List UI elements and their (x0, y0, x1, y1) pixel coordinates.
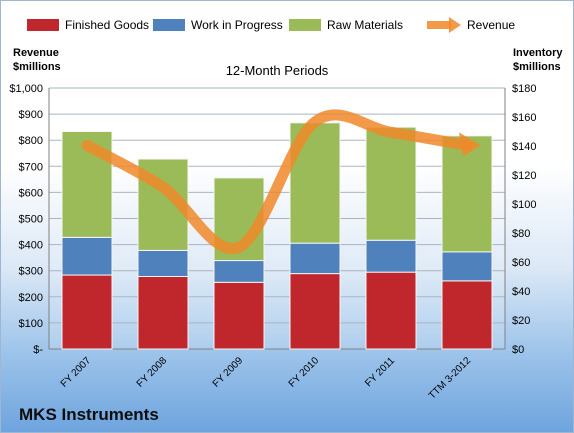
bar-finished-goods (289, 273, 341, 350)
left-tick-label: $300 (19, 266, 43, 278)
bar-finished-goods (441, 280, 493, 350)
legend-label: Work in Progress (191, 18, 283, 32)
legend-label: Raw Materials (327, 18, 403, 32)
legend-label: Revenue (467, 18, 515, 32)
company-name: MKS Instruments (19, 405, 159, 424)
left-tick-label: $200 (19, 292, 43, 304)
right-tick-label: $0 (512, 344, 524, 356)
left-axis-label-line1: Revenue (13, 47, 59, 59)
right-tick-label: $80 (512, 228, 530, 240)
x-tick-label: FY 2009 (211, 355, 246, 390)
legend-arrow-revenue (449, 17, 461, 33)
left-tick-label: $400 (19, 240, 43, 252)
left-tick-label: $- (33, 344, 43, 356)
right-tick-label: $160 (512, 112, 536, 124)
x-tick-label: FY 2011 (363, 355, 397, 389)
bar-raw-materials (365, 126, 417, 241)
legend-swatch-work-in-progress (153, 19, 185, 31)
bar-raw-materials (441, 135, 493, 253)
right-tick-label: $20 (512, 315, 530, 327)
bar-finished-goods (213, 281, 265, 350)
left-tick-label: $500 (19, 214, 43, 226)
bar-work-in-progress (365, 239, 417, 273)
chart-title: 12-Month Periods (226, 63, 329, 78)
left-tick-label: $900 (19, 109, 43, 121)
revenue-arrowhead (459, 132, 481, 157)
x-tick-label: FY 2008 (135, 355, 170, 390)
left-tick-label: $800 (19, 135, 43, 147)
left-tick-label: $700 (19, 161, 43, 173)
left-tick-label: $100 (19, 318, 43, 330)
x-tick-label: TTM 3-2012 (427, 355, 474, 402)
bar-finished-goods (365, 271, 417, 350)
left-tick-label: $1,000 (9, 83, 43, 95)
bar-finished-goods (137, 276, 189, 350)
legend-label: Finished Goods (65, 18, 149, 32)
right-tick-label: $120 (512, 170, 536, 182)
x-tick-label: FY 2010 (287, 355, 322, 390)
left-axis-label-line2: $millions (13, 61, 61, 73)
right-tick-label: $100 (512, 199, 536, 211)
legend-swatch-raw-materials (289, 19, 321, 31)
bar-finished-goods (61, 274, 113, 350)
bar-work-in-progress (441, 251, 493, 282)
legend-swatch-finished-goods (27, 19, 59, 31)
right-axis-label-line2: $millions (513, 61, 561, 73)
right-tick-label: $60 (512, 257, 530, 269)
bar-work-in-progress (61, 236, 113, 276)
revenue-line (81, 109, 473, 255)
bar-work-in-progress (137, 249, 189, 277)
right-tick-label: $180 (512, 83, 536, 95)
left-tick-label: $600 (19, 187, 43, 199)
right-tick-label: $140 (512, 141, 536, 153)
bar-work-in-progress (289, 242, 341, 275)
right-axis-label-line1: Inventory (513, 47, 563, 59)
bar-work-in-progress (213, 260, 265, 283)
x-tick-label: FY 2007 (59, 355, 94, 390)
right-tick-label: $40 (512, 286, 530, 298)
